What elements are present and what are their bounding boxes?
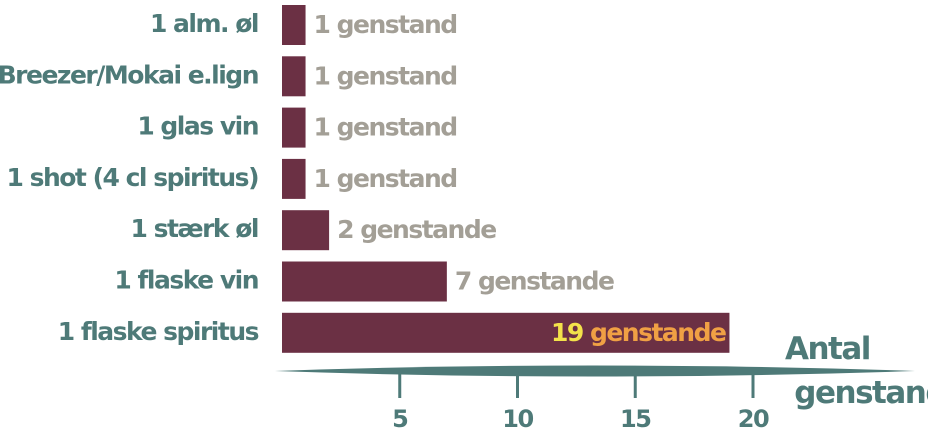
x-tick-label: 10 xyxy=(502,405,533,432)
category-label: 1 shot (4 cl spiritus) xyxy=(6,163,258,192)
value-label: 7 genstande xyxy=(455,267,614,296)
bar xyxy=(282,5,306,45)
axis-label: Antal genstande xyxy=(785,331,928,411)
bar xyxy=(282,261,447,302)
category-label: 1 flaske vin xyxy=(114,266,258,295)
bar xyxy=(282,158,306,199)
bar xyxy=(282,56,306,97)
value-label: 1 genstand xyxy=(314,10,457,39)
value-label: 1 genstand xyxy=(314,61,457,90)
category-label: 1 flaske spiritus xyxy=(58,317,259,346)
x-tick-label: 15 xyxy=(620,405,651,432)
value-label: 1 genstand xyxy=(314,113,457,142)
value-label: 2 genstande xyxy=(337,215,496,244)
category-label: 1 alm. øl xyxy=(150,9,258,38)
bar xyxy=(282,210,330,251)
category-label: 1 glas vin xyxy=(137,112,258,141)
axis-line xyxy=(275,365,915,377)
value-label: 19 genstande xyxy=(551,318,726,347)
category-label: 1 stærk øl xyxy=(130,214,258,243)
value-label: 1 genstand xyxy=(314,164,457,193)
x-tick-label: 5 xyxy=(392,405,408,432)
category-label: 1 Breezer/Mokai e.lign xyxy=(0,60,258,89)
bar xyxy=(282,312,730,353)
x-tick-label: 20 xyxy=(738,405,769,432)
bar xyxy=(282,107,306,148)
